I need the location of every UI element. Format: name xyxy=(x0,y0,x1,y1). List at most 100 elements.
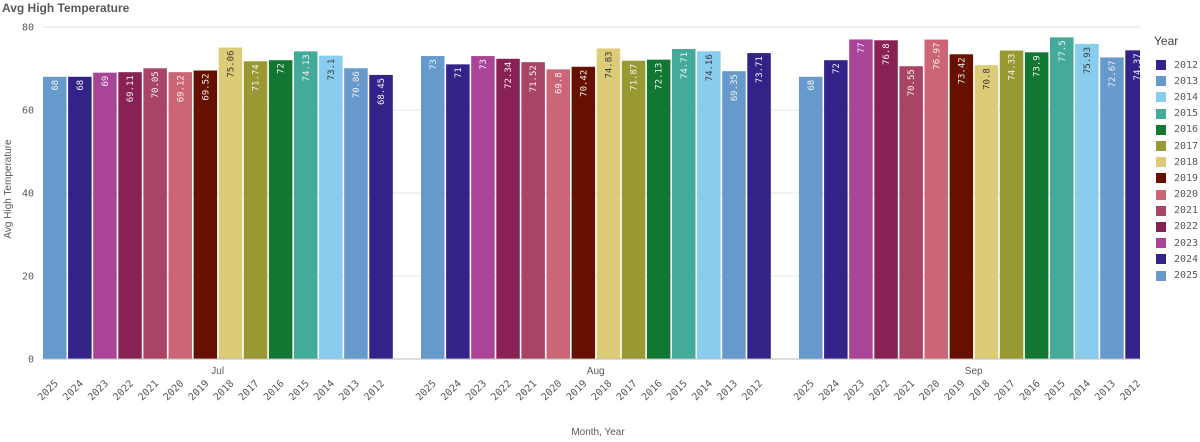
x-tick-label: 2017 xyxy=(615,378,640,403)
data-label: 77 xyxy=(857,42,867,53)
data-label: 69 xyxy=(101,76,111,87)
legend-item[interactable]: 2024 xyxy=(1156,251,1200,267)
legend-swatch xyxy=(1156,108,1166,119)
x-tick-label: 2025 xyxy=(36,378,61,403)
legend-swatch xyxy=(1156,141,1166,152)
legend-item[interactable]: 2017 xyxy=(1156,138,1200,154)
data-label: 69.11 xyxy=(126,75,136,102)
bar xyxy=(193,70,218,359)
legend-swatch xyxy=(1156,173,1166,184)
data-label: 72.34 xyxy=(504,62,514,89)
data-label: 69.8 xyxy=(554,72,564,94)
x-tick-label: 2023 xyxy=(464,378,489,403)
x-tick-label: 2019 xyxy=(187,378,212,403)
x-tick-label: 2022 xyxy=(111,378,136,403)
x-tick-label: 2020 xyxy=(540,378,565,403)
bar xyxy=(496,58,520,359)
data-label: 77.5 xyxy=(1058,40,1068,62)
x-tick-label: 2023 xyxy=(842,378,867,403)
legend-swatch xyxy=(1156,60,1166,71)
data-label: 69.12 xyxy=(176,75,186,102)
legend-swatch xyxy=(1156,238,1166,249)
legend-title: Year xyxy=(1154,34,1179,48)
y-tick-label: 0 xyxy=(28,355,34,366)
x-tick-label: 2012 xyxy=(1118,378,1140,403)
x-tick-label: 2016 xyxy=(262,378,287,403)
x-tick-label: 2021 xyxy=(514,378,539,403)
legend-item[interactable]: 2014 xyxy=(1156,89,1200,105)
x-tick-label: 2020 xyxy=(918,378,943,403)
data-label: 74.83 xyxy=(604,51,614,78)
x-tick-label: 2025 xyxy=(792,378,817,403)
legend-item[interactable]: 2019 xyxy=(1156,170,1200,186)
bar xyxy=(93,72,117,360)
x-tick-label: 2024 xyxy=(61,378,86,403)
chart-title: Avg High Temperature xyxy=(2,1,130,15)
legend-item[interactable]: 2023 xyxy=(1156,235,1200,251)
bar xyxy=(1050,37,1074,359)
data-label: 68 xyxy=(76,80,86,91)
x-tick-label: 2019 xyxy=(565,378,590,403)
legend-label: 2019 xyxy=(1174,172,1199,184)
legend-item[interactable]: 2021 xyxy=(1156,203,1200,219)
y-tick-label: 20 xyxy=(22,272,34,283)
x-tick-label: 2024 xyxy=(439,378,464,403)
data-label: 70.55 xyxy=(907,69,917,96)
bar xyxy=(268,60,293,359)
x-tick-label: 2013 xyxy=(1093,378,1118,403)
legend-item[interactable]: 2022 xyxy=(1156,219,1200,235)
x-tick-label: 2013 xyxy=(337,378,362,403)
x-tick-label: 2017 xyxy=(237,378,262,403)
data-label: 71 xyxy=(454,67,464,78)
bar xyxy=(1075,43,1099,359)
legend-label: 2023 xyxy=(1174,237,1199,249)
data-label: 70.8 xyxy=(982,68,992,90)
legend-label: 2021 xyxy=(1174,205,1199,217)
x-tick-label: 2021 xyxy=(892,378,917,403)
data-label: 74.16 xyxy=(705,54,715,81)
legend-item[interactable]: 2025 xyxy=(1156,267,1200,283)
bar xyxy=(672,48,696,360)
legend-swatch xyxy=(1156,76,1166,87)
data-label: 69.35 xyxy=(730,74,740,101)
data-label: 69.52 xyxy=(201,73,211,100)
data-label: 68 xyxy=(51,80,61,91)
legend-label: 2025 xyxy=(1174,270,1199,282)
bar xyxy=(621,60,646,359)
legend-item[interactable]: 2013 xyxy=(1156,73,1200,89)
x-tick-label: 2015 xyxy=(1043,378,1068,403)
data-label: 74.71 xyxy=(680,52,690,79)
legend-label: 2020 xyxy=(1174,189,1199,201)
x-tick-label: 2024 xyxy=(817,378,842,403)
y-tick-label: 60 xyxy=(22,106,34,117)
bar xyxy=(949,54,974,359)
legend-label: 2014 xyxy=(1174,91,1199,103)
x-tick-label: 2021 xyxy=(136,378,161,403)
x-axis-title: Month, Year xyxy=(571,427,625,438)
legend-item[interactable]: 2015 xyxy=(1156,106,1200,122)
month-label: Aug xyxy=(587,366,605,377)
data-label: 75.93 xyxy=(1083,47,1093,74)
legend: Year 2012 2013 2014 2015 2016 2017 2018 2019 202… xyxy=(1146,34,1200,284)
legend-item[interactable]: 2016 xyxy=(1156,122,1200,138)
bar xyxy=(874,40,898,359)
x-tick-label: 2013 xyxy=(715,378,740,403)
bar xyxy=(143,68,167,359)
data-label: 71.74 xyxy=(252,64,262,91)
data-label: 71.87 xyxy=(630,64,640,91)
bar xyxy=(521,62,545,359)
bars xyxy=(43,37,1140,360)
legend-item[interactable]: 2018 xyxy=(1156,154,1200,170)
legend-item[interactable]: 2012 xyxy=(1156,57,1200,73)
data-label: 75.06 xyxy=(226,51,236,78)
legend-swatch xyxy=(1156,270,1166,281)
x-tick-label: 2020 xyxy=(162,378,187,403)
legend-item[interactable]: 2020 xyxy=(1156,187,1200,203)
bar xyxy=(1100,57,1124,360)
bar xyxy=(1024,52,1049,359)
bar xyxy=(924,39,948,360)
legend-swatch xyxy=(1156,157,1166,168)
x-tick-label: 2022 xyxy=(867,378,892,403)
bar xyxy=(722,71,746,359)
legend-label: 2016 xyxy=(1174,124,1199,136)
